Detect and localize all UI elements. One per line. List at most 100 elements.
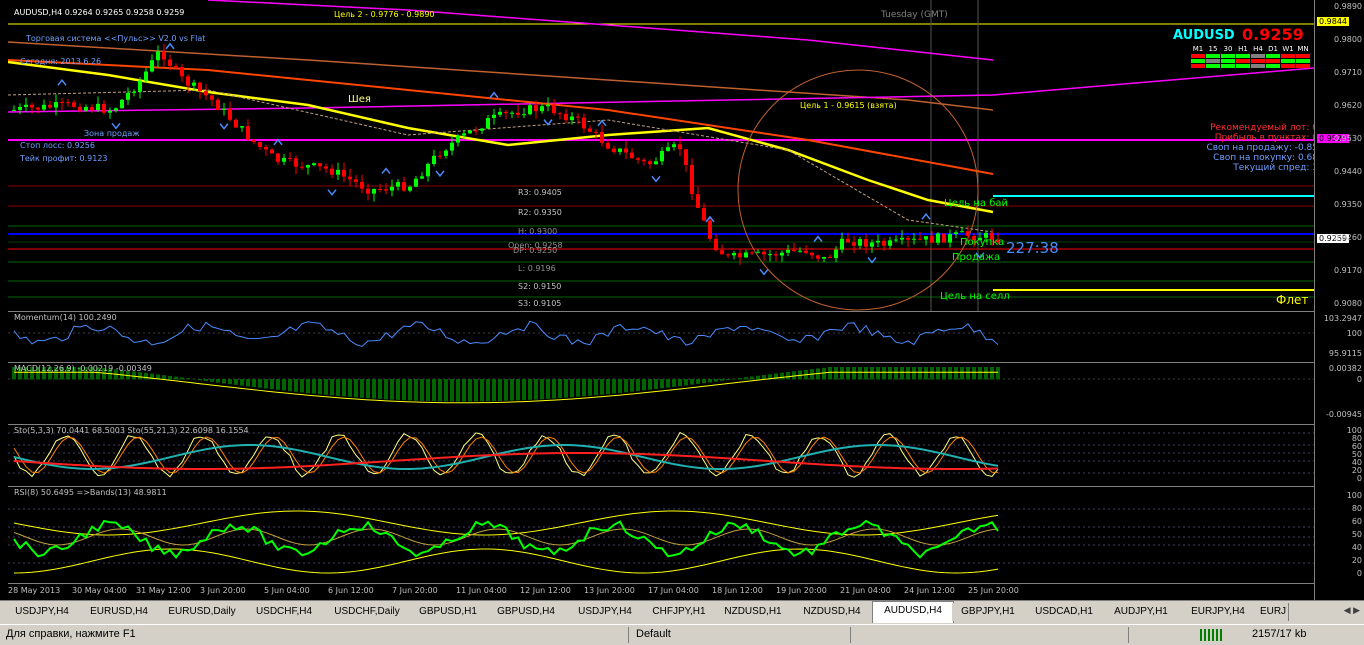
macd-histogram-bar bbox=[240, 379, 244, 386]
macd-histogram-bar bbox=[870, 367, 874, 380]
rsi-pane[interactable]: RSI(8) 50.6495 =>Bands(13) 48.9811 bbox=[8, 487, 1314, 584]
candle-body bbox=[276, 153, 280, 162]
candle-body bbox=[42, 104, 46, 110]
macd-histogram-bar bbox=[258, 379, 262, 388]
chart-tab[interactable]: USDCHF,Daily bbox=[324, 603, 411, 621]
candle-body bbox=[606, 142, 610, 149]
ma-yellow bbox=[8, 60, 994, 214]
candle-body bbox=[690, 165, 694, 195]
stochastic-pane[interactable]: Sto(5,3,3) 70.0441 68.5003 Sto(55,21,3) … bbox=[8, 425, 1314, 487]
candle-body bbox=[216, 99, 220, 111]
system-title: Торговая система <<Пульс>> V2.0 vs Flat bbox=[26, 34, 206, 43]
timeframe-signal-cell bbox=[1296, 59, 1310, 63]
macd-histogram-bar bbox=[750, 376, 754, 380]
tab-scroll-arrows-icon[interactable]: ◀ ▶ bbox=[1343, 605, 1360, 615]
momentum-canvas bbox=[8, 320, 1314, 348]
countdown-timer: 227:38 bbox=[1006, 239, 1059, 257]
macd-histogram-bar bbox=[834, 367, 838, 380]
macd-histogram-bar bbox=[726, 379, 730, 381]
candle-body bbox=[162, 51, 166, 60]
candle-body bbox=[666, 147, 670, 151]
chart-tab[interactable]: USDCHF,H4 bbox=[244, 603, 325, 621]
candle-body bbox=[468, 130, 472, 134]
chart-tab[interactable]: GBPJPY,H1 bbox=[952, 603, 1025, 621]
chart-tab[interactable]: AUDUSD,H4 bbox=[872, 601, 954, 623]
price-chart-canvas[interactable] bbox=[8, 0, 1314, 312]
timeframe-signal-cell bbox=[1221, 59, 1235, 63]
macd-pane[interactable]: MACD(12,26,9) -0.00219 -0.00349 bbox=[8, 363, 1314, 425]
chart-tab[interactable]: CHFJPY,H1 bbox=[644, 603, 715, 621]
rsi-line bbox=[13, 519, 999, 559]
candle-body bbox=[636, 158, 640, 160]
main-price-pane[interactable]: AUDUSD,H4 0.9264 0.9265 0.9258 0.9259 То… bbox=[8, 0, 1314, 312]
macd-histogram-bar bbox=[402, 379, 406, 401]
price-axis-label: 0.9530 bbox=[1334, 134, 1362, 143]
chart-tab[interactable]: USDJPY,H4 bbox=[6, 603, 79, 621]
momentum-line bbox=[13, 320, 999, 348]
timeframe-label: W1 bbox=[1282, 45, 1294, 53]
macd-histogram-bar bbox=[978, 367, 982, 380]
macd-axis-max: 0.00382 bbox=[1328, 364, 1362, 373]
left-margin bbox=[0, 0, 8, 600]
chart-tab[interactable]: EURJ bbox=[1258, 603, 1289, 621]
macd-histogram-bar bbox=[732, 378, 736, 380]
stochastic-axis: 100 80 60 50 40 20 0 bbox=[1314, 425, 1364, 487]
macd-axis-zero: 0 bbox=[1356, 375, 1362, 384]
macd-histogram-bar bbox=[840, 367, 844, 380]
time-axis-label: 5 Jun 04:00 bbox=[264, 586, 310, 595]
macd-histogram-bar bbox=[768, 374, 772, 380]
candle-body bbox=[102, 103, 106, 113]
pivot-dp: DP: 0.9250 bbox=[513, 246, 558, 255]
price-box-current: 0.9259 bbox=[1317, 234, 1349, 243]
macd-histogram-bar bbox=[744, 377, 748, 380]
candle-body bbox=[96, 103, 100, 111]
candle-body bbox=[768, 254, 772, 256]
candle-body bbox=[342, 169, 346, 177]
timeframe-signal-cell bbox=[1266, 54, 1280, 58]
candle-body bbox=[450, 142, 454, 151]
candle-body bbox=[210, 95, 214, 100]
fractal-arrow bbox=[327, 189, 337, 196]
chart-area[interactable]: AUDUSD,H4 0.9264 0.9265 0.9258 0.9259 То… bbox=[8, 0, 1314, 600]
chart-tab[interactable]: NZDUSD,H4 bbox=[792, 603, 873, 621]
macd-histogram-bar bbox=[648, 379, 652, 390]
chart-tab[interactable]: EURUSD,H4 bbox=[78, 603, 161, 621]
macd-histogram-bar bbox=[678, 379, 682, 387]
pivot-s3: S3: 0.9105 bbox=[518, 299, 562, 308]
candle-body bbox=[582, 117, 586, 129]
macd-histogram-bar bbox=[660, 379, 664, 389]
sto-axis-label: 20 bbox=[1351, 466, 1362, 475]
chart-tab[interactable]: GBPUSD,H4 bbox=[486, 603, 567, 621]
chart-tab[interactable]: AUDJPY,H1 bbox=[1104, 603, 1179, 621]
macd-histogram-bar bbox=[594, 379, 598, 396]
momentum-pane[interactable]: Momentum(14) 100.2490 bbox=[8, 312, 1314, 363]
timeframe-label: H4 bbox=[1253, 45, 1263, 53]
chart-tab[interactable]: EURUSD,Daily bbox=[160, 603, 245, 621]
sto-slow-main bbox=[13, 443, 999, 470]
chart-tab[interactable]: USDCAD,H1 bbox=[1024, 603, 1105, 621]
chart-tab[interactable]: GBPUSD,H1 bbox=[410, 603, 487, 621]
price-axis[interactable]: 0.9844 0.9529 0.9259 0.9890 0.9800 0.9710 0… bbox=[1314, 0, 1364, 312]
time-axis-label: 13 Jun 20:00 bbox=[584, 586, 635, 595]
macd-histogram-bar bbox=[168, 375, 172, 380]
macd-histogram-bar bbox=[564, 379, 568, 398]
candle-body bbox=[678, 144, 682, 150]
fractal-arrow bbox=[381, 167, 391, 175]
chart-tab[interactable]: NZDUSD,H1 bbox=[714, 603, 793, 621]
macd-histogram-bar bbox=[672, 379, 676, 387]
sto-axis-label: 40 bbox=[1351, 458, 1362, 467]
chart-tab[interactable]: EURJPY,H4 bbox=[1178, 603, 1259, 621]
macd-histogram-bar bbox=[972, 367, 976, 380]
candle-body bbox=[852, 242, 856, 246]
candle-body bbox=[780, 252, 784, 256]
candle-body bbox=[900, 237, 904, 240]
chart-tab[interactable]: USDJPY,H4 bbox=[566, 603, 645, 621]
sell-label: Продажа bbox=[952, 252, 1001, 263]
panel-swap-buy: Своп на покупку: 0.68 bbox=[1213, 153, 1314, 163]
candle-body bbox=[192, 82, 196, 86]
candle-body bbox=[18, 106, 22, 110]
candle-body bbox=[84, 107, 88, 111]
macd-histogram-bar bbox=[618, 379, 622, 393]
timeframe-signal-cell bbox=[1281, 59, 1295, 63]
timeframe-label: M1 bbox=[1192, 45, 1204, 53]
